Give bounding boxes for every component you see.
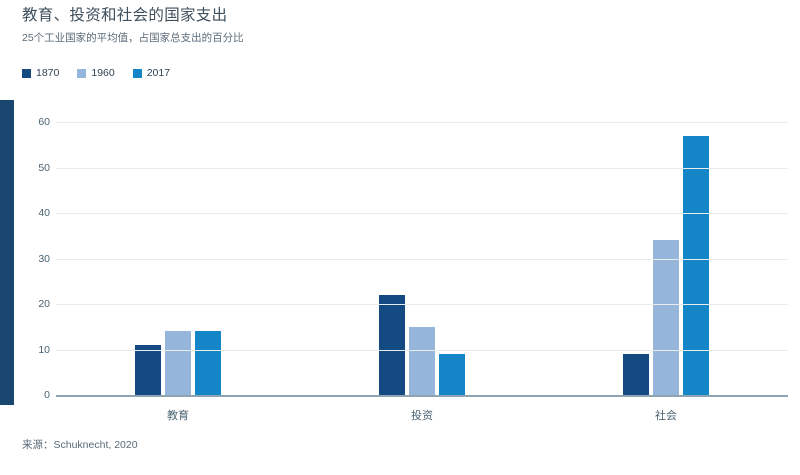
gridline [56,213,788,214]
gridline [56,122,788,123]
chart-header: 教育、投资和社会的国家支出 25个工业国家的平均值，占国家总支出的百分比 [22,6,722,46]
gridline [56,349,788,351]
bar[interactable] [653,240,679,395]
bar[interactable] [195,331,221,395]
bar[interactable] [409,326,435,395]
chart-legend: 1870 1960 2017 [22,68,170,78]
legend-swatch-icon [22,68,31,78]
legend-label: 1870 [36,67,60,79]
bar-group [135,100,221,395]
y-axis-tick-label: 40 [38,207,50,219]
plot-area: 0 10 20 30 40 50 60 [0,100,800,405]
bars-layer [56,100,788,395]
x-axis: 教育 投资 社会 [56,407,788,423]
y-axis: 0 10 20 30 40 50 60 [18,100,50,405]
bar[interactable] [623,354,649,395]
legend-label: 2017 [146,67,171,79]
y-axis-tick-label: 60 [38,116,50,128]
gridline [56,258,788,260]
legend-item[interactable]: 1960 [77,67,115,79]
legend-swatch-icon [132,68,142,78]
source-note: 来源：Schuknecht, 2020 [22,439,138,451]
x-axis-tick-label: 社会 [655,410,677,422]
y-axis-tick-label: 30 [38,252,50,265]
bar[interactable] [165,331,191,395]
bar[interactable] [683,135,709,395]
bar[interactable] [439,354,465,395]
legend-label: 1960 [91,67,115,79]
legend-swatch-icon [77,68,87,78]
bar[interactable] [135,344,161,395]
y-axis-tick-label: 20 [38,298,50,310]
x-axis-tick-label: 教育 [167,410,189,422]
bar[interactable] [379,294,405,395]
bar-group [623,100,709,395]
legend-item[interactable]: 2017 [132,67,171,79]
y-axis-tick-label: 0 [44,389,50,401]
y-axis-tick-label: 50 [38,161,50,174]
y-axis-tick-label: 10 [38,343,50,356]
gridline [56,167,788,169]
page-title: 教育、投资和社会的国家支出 [22,7,228,24]
x-axis-line [56,395,788,397]
left-edge-bar [0,100,14,405]
bar-group [379,100,465,395]
gridline [56,304,788,305]
legend-item[interactable]: 1870 [22,68,59,78]
chart-subtitle: 25个工业国家的平均值，占国家总支出的百分比 [22,32,244,44]
grid-area [56,100,788,405]
x-axis-tick-label: 投资 [411,410,433,422]
